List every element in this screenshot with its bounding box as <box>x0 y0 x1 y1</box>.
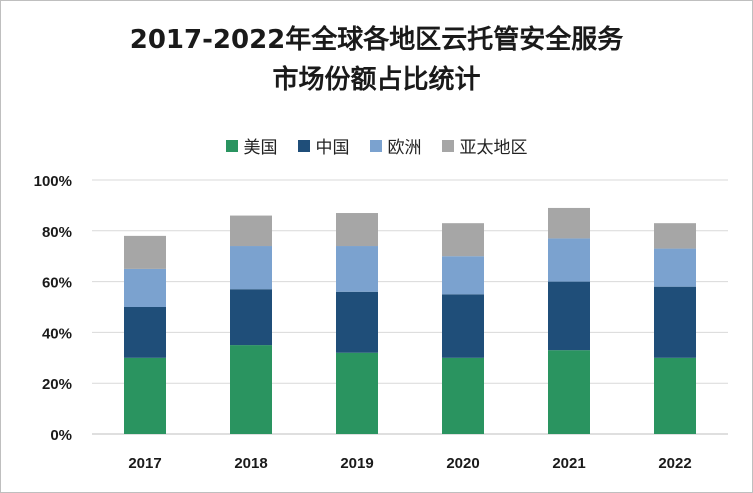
chart-title-line-1: 2017-2022年全球各地区云托管安全服务 <box>129 25 624 55</box>
bar-segment <box>230 215 272 247</box>
x-tick-label: 2020 <box>446 455 479 472</box>
bar-segment <box>442 223 484 257</box>
legend-item-usa: 美国 <box>225 133 278 158</box>
bar-segment <box>124 307 166 358</box>
bar-segment <box>336 291 378 353</box>
bar-segment <box>654 223 696 249</box>
y-tick-label: 20% <box>42 376 72 393</box>
bar-segment <box>548 207 590 239</box>
legend-label-china: 中国 <box>315 138 350 158</box>
y-tick-label: 100% <box>34 173 72 190</box>
bar-segment <box>336 246 378 292</box>
x-tick-label: 2017 <box>128 455 161 472</box>
y-tick-label: 80% <box>42 224 72 241</box>
bar-segment <box>654 286 696 358</box>
bar-segment <box>548 281 590 351</box>
y-tick-label: 40% <box>42 325 72 342</box>
chart-legend: 美国 中国 欧洲 亚太地区 <box>0 133 753 158</box>
legend-item-china: 中国 <box>297 133 350 158</box>
bar-segment <box>548 238 590 282</box>
bar-segment <box>336 213 378 247</box>
bar-segment <box>124 268 166 307</box>
bar-segment <box>230 289 272 346</box>
bar-segment <box>654 357 696 434</box>
bar-segment <box>230 246 272 290</box>
legend-label-apac: 亚太地区 <box>459 138 528 158</box>
chart-title-line-2: 市场份额占比统计 <box>272 65 481 95</box>
legend-swatch-europe <box>369 139 382 152</box>
chart-title: 2017-2022年全球各地区云托管安全服务 市场份额占比统计 <box>0 20 753 100</box>
bar-segment <box>336 352 378 434</box>
bar-segment <box>124 357 166 434</box>
legend-item-apac: 亚太地区 <box>441 133 528 158</box>
y-tick-label: 0% <box>50 427 72 444</box>
x-tick-label: 2019 <box>340 455 373 472</box>
legend-item-europe: 欧洲 <box>369 133 422 158</box>
legend-swatch-apac <box>441 139 454 152</box>
bar-segment <box>654 248 696 287</box>
bar-segment <box>442 294 484 358</box>
x-tick-label: 2022 <box>658 455 691 472</box>
legend-label-europe: 欧洲 <box>387 138 422 158</box>
legend-swatch-usa <box>225 139 238 152</box>
y-tick-label: 60% <box>42 275 72 292</box>
bar-segment <box>548 350 590 434</box>
legend-label-usa: 美国 <box>243 138 278 158</box>
bar-segment <box>230 345 272 434</box>
legend-swatch-china <box>297 139 310 152</box>
x-tick-label: 2021 <box>552 455 585 472</box>
bar-segment <box>442 357 484 434</box>
bar-segment <box>442 256 484 295</box>
bar-segment <box>124 235 166 269</box>
x-tick-label: 2018 <box>234 455 267 472</box>
